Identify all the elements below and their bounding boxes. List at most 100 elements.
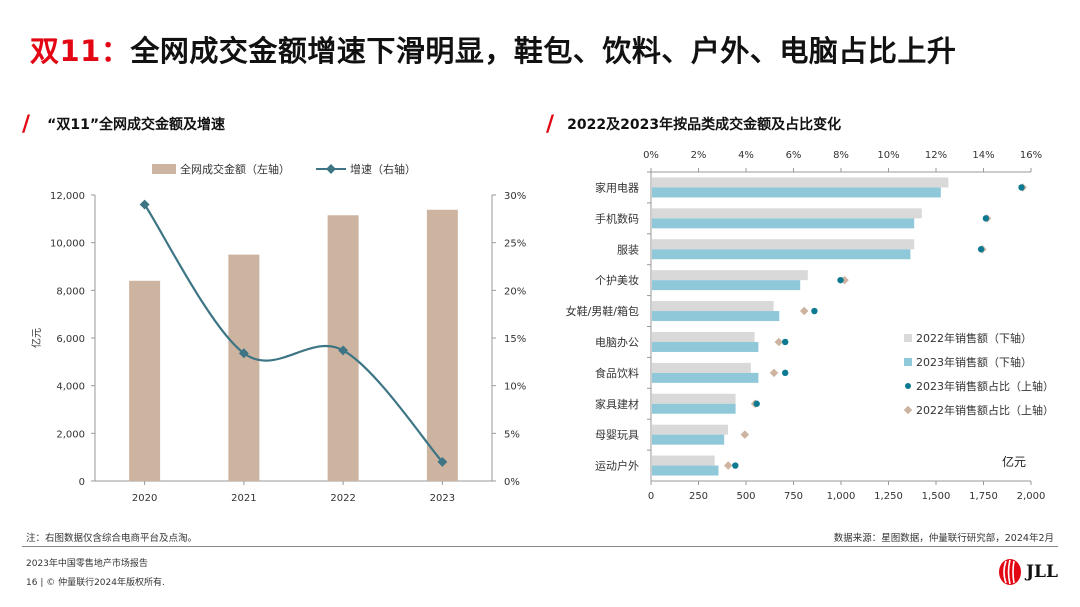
legend-2023-sales-swatch (904, 358, 912, 366)
bar-2022-女鞋/男鞋/箱包 (652, 301, 774, 312)
share-2022-电脑办公 (774, 337, 784, 347)
share-2023-运动户外 (732, 462, 739, 469)
x-tick-label: 2023 (430, 493, 455, 504)
x-tick-label: 250 (689, 491, 708, 502)
x-tick-label: 1,000 (827, 491, 856, 502)
right-chart-header: / 2022及2023年按品类成交金额及占比变化 (546, 112, 841, 137)
bar-2023-母婴玩具 (652, 434, 725, 445)
bar-2022-家用电器 (652, 177, 949, 188)
growth-point-2021 (238, 348, 249, 359)
y2-tick-label: 30% (504, 191, 526, 202)
footer-divider (22, 546, 1058, 547)
x2-tick-label: 8% (833, 150, 849, 161)
y-tick-label: 12,000 (50, 191, 85, 202)
y2-tick-label: 15% (504, 334, 526, 345)
x2-tick-label: 16% (1020, 150, 1042, 161)
x2-tick-label: 14% (972, 150, 994, 161)
left-chart: 0 2,000 4,000 6,000 8,000 10,000 12,000 0% 5% 10%… (30, 162, 526, 504)
category-label: 个护美妆 (595, 273, 639, 287)
category-label: 运动户外 (595, 459, 639, 473)
growth-point-2023 (437, 456, 448, 467)
category-label: 手机数码 (595, 211, 639, 225)
share-2023-食品饮料 (781, 369, 789, 377)
share-2023-家用电器 (1018, 184, 1025, 191)
growth-line (143, 203, 444, 463)
bar-2022-运动户外 (652, 455, 715, 466)
bar-2023-电脑办公 (652, 341, 759, 352)
share-2022-女鞋/男鞋/箱包 (799, 306, 809, 316)
y-tick-label: 10,000 (50, 239, 85, 250)
bar-2022-食品饮料 (652, 362, 751, 373)
page-title-prefix: 双11： (30, 34, 131, 68)
bar-2023-手机数码 (652, 218, 915, 229)
legend-2022-sales-label: 2022年销售额（下轴） (916, 331, 1032, 345)
bar-2023-食品饮料 (652, 372, 759, 383)
x-tick-label: 2021 (231, 493, 256, 504)
bar-2023-家用电器 (652, 187, 941, 198)
bar-2022-母婴玩具 (652, 424, 728, 435)
growth-point-2022 (338, 345, 349, 356)
x-tick-label: 750 (784, 491, 803, 502)
category-label: 母婴玩具 (595, 429, 639, 442)
right-chart: 0% 2% 4% 6% 8% 10% 12% 14% 16% 0 250 500 750 1,000 1,2… (566, 150, 1054, 502)
legend-bar-label: 全网成交金额（左轴） (180, 162, 290, 176)
legend-line-marker (326, 164, 336, 174)
y2-tick-label: 5% (504, 429, 520, 440)
share-2023-电脑办公 (781, 338, 789, 346)
share-2023-个护美妆 (837, 276, 844, 284)
growth-point-2020 (139, 199, 150, 210)
category-label: 电脑办公 (595, 336, 639, 349)
x-tick-label: 2022 (330, 493, 355, 504)
share-2023-服装 (977, 246, 985, 253)
x-tick-label: 1,250 (874, 491, 903, 502)
category-label: 家用电器 (595, 180, 639, 194)
y2-tick-label: 20% (504, 286, 526, 297)
x2-tick-label: 2% (691, 150, 707, 161)
data-source: 数据来源：星图数据，仲量联行研究部，2024年2月 (833, 533, 1054, 544)
jll-logo-text: JLL (1026, 562, 1058, 582)
page-title: 双11：全网成交金额增速下滑明显，鞋包、饮料、户外、电脑占比上升 (30, 28, 956, 70)
x-tick-label: 1,750 (969, 491, 998, 502)
bar-2021 (228, 254, 260, 481)
footer-copyright: 16 | © 仲量联行2024年版权所有. (26, 578, 165, 588)
x-tick-label: 0 (648, 491, 654, 502)
legend-line-label: 增速（右轴） (350, 162, 416, 176)
y-tick-label: 8,000 (56, 286, 85, 297)
x2-tick-label: 0% (643, 150, 659, 161)
bar-2022-家具建材 (652, 393, 736, 404)
y2-tick-label: 10% (504, 382, 526, 393)
category-label: 食品饮料 (595, 366, 639, 380)
y2-tick-label: 25% (504, 239, 526, 250)
right-chart-title: 2022及2023年按品类成交金额及占比变化 (567, 117, 842, 133)
y-tick-label: 4,000 (56, 382, 85, 393)
share-2022-母婴玩具 (740, 430, 750, 439)
bar-2023-服装 (652, 249, 911, 260)
legend-2022-share-label: 2022年销售额占比（上轴） (916, 403, 1054, 417)
x-tick-label: 500 (736, 491, 755, 502)
left-chart-header: / “双11”全网成交金额及增速 (22, 112, 225, 137)
legend-2022-share-marker (903, 405, 913, 415)
share-2023-女鞋/男鞋/箱包 (811, 307, 818, 315)
bar-2023-女鞋/男鞋/箱包 (652, 311, 780, 322)
bar-2022-服装 (652, 239, 915, 250)
category-label: 家具建材 (595, 397, 639, 411)
red-slash-icon: / (546, 112, 555, 137)
x-tick-label: 1,500 (922, 491, 951, 502)
x2-tick-label: 6% (786, 150, 802, 161)
red-slash-icon: / (22, 112, 31, 137)
x2-tick-label: 10% (877, 150, 899, 161)
y2-tick-label: 0% (504, 477, 520, 488)
bar-2023-家具建材 (652, 403, 736, 414)
legend-2022-sales-swatch (904, 334, 912, 342)
bar-2023 (426, 209, 458, 481)
legend-2023-share-label: 2023年销售额占比（上轴） (916, 379, 1054, 393)
x-tick-label: 2,000 (1017, 491, 1046, 502)
bar-2020 (129, 280, 161, 481)
footnote: 注：右图数据仅含综合电商平台及点淘。 (26, 533, 198, 544)
y-tick-label: 0 (79, 477, 85, 488)
bar-2022-手机数码 (652, 208, 922, 219)
y-tick-label: 2,000 (56, 429, 85, 440)
share-2022-食品饮料 (769, 368, 779, 378)
page-title-text: 全网成交金额增速下滑明显，鞋包、饮料、户外、电脑占比上升 (130, 34, 957, 68)
x-tick-label: 2020 (132, 493, 157, 504)
